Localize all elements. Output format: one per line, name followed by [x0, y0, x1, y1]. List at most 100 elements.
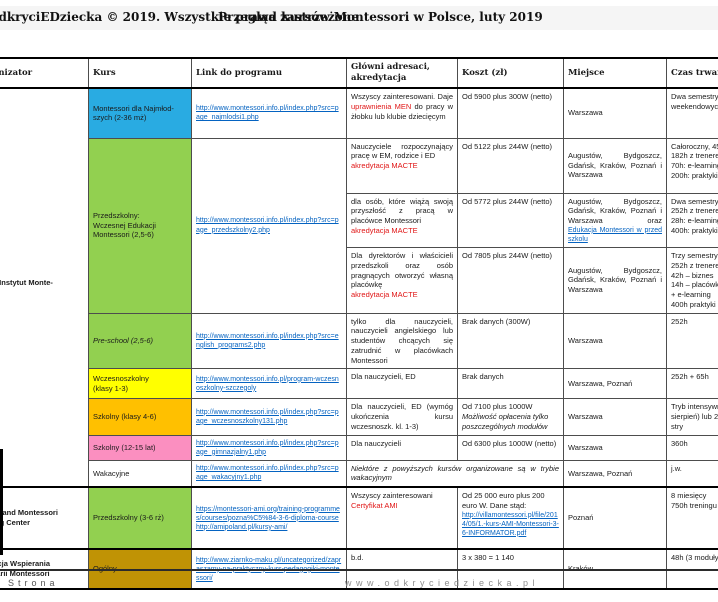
course-przedszkolny: Przedszkolny: Wczesnej Edukacji Montesso…: [88, 137, 192, 314]
table-header-row: Organizator Kurs Link do programu Główni…: [0, 56, 718, 90]
footer-website: www.odkryciedziecka.pl: [345, 578, 540, 588]
szkolny-12-15-link[interactable]: http://www.montessori.info.pl/index.php?…: [196, 439, 339, 456]
col-header-adresaci: Główni adresaci, akredytacja: [346, 56, 458, 90]
location-cell: Warszawa: [563, 312, 667, 370]
cost-cell: Od 5122 plus 244W (netto): [457, 137, 564, 194]
najmlodsi-link[interactable]: http://www.montessori.info.pl/index.php?…: [196, 105, 339, 122]
location-cell: Warszawa: [563, 434, 667, 461]
preschool-link[interactable]: http://www.montessori.info.pl/index.php?…: [196, 332, 339, 349]
audience-cell: Wszyscy zainteresowani Certyfikat AMI: [346, 486, 458, 550]
table-row: Polski Instytut Monte- ssori Montessori …: [0, 87, 718, 488]
duration-cell: 360h: [666, 434, 718, 461]
course-szkolny-12-15: Szkolny (12-15 lat): [88, 434, 192, 461]
location-cell: Augustów, Bydgoszcz, Gdańsk, Kraków, Poz…: [563, 247, 667, 314]
location-cell: Warszawa, Poznań: [563, 368, 667, 400]
men-accreditation-text: uprawnienia MEN: [351, 101, 412, 111]
audience-cell: tylko dla nauczycieli, nauczycieli angie…: [346, 312, 458, 370]
table-row: dla osób, które wiążą swoją przyszłość z…: [0, 192, 718, 249]
wczesnoszkolny-link[interactable]: http://www.montessori.info.pl/program-wc…: [196, 375, 339, 392]
przedszkolny-link[interactable]: http://www.montessori.info.pl/index.php?…: [196, 217, 339, 234]
audience-cell: Wszyscy zainteresowani. Daje uprawnienia…: [346, 87, 458, 139]
header-band: [0, 6, 718, 30]
location-cell: Warszawa, Poznań: [563, 459, 667, 488]
edukacja-montessori-link[interactable]: Edukacja Montessori w przedszkolu: [568, 226, 662, 243]
macte-accreditation-text: akredytacja MACTE: [351, 290, 418, 300]
szkolny-4-6-link[interactable]: http://www.montessori.info.pl/index.php?…: [196, 408, 339, 425]
cost-cell: Od 6300 plus 1000W (netto): [457, 434, 564, 461]
audience-text: dla osób, które wiążą swoją przyszłość z…: [351, 196, 453, 226]
table-row: AMI Poland Montessori Training Center Pr…: [0, 486, 718, 550]
audience-text: Wszyscy zainteresowani. Daje: [351, 92, 453, 102]
villamontessori-pdf-link[interactable]: http://villamontessori.pl/file/2014/05/1…: [462, 511, 559, 537]
table-row: Wczesnoszkolny (klasy 1-3) http://www.mo…: [0, 368, 718, 400]
duration-cell: Dwa semestry weekendowych zjazdów: [666, 87, 718, 139]
link-cell: http://www.montessori.info.pl/program-wc…: [191, 368, 347, 400]
duration-cell: Tryb intensywny (lipiec- sierpień) lub 2…: [666, 398, 718, 436]
audience-cell: Dla nauczycieli, ED: [346, 368, 458, 400]
table-row: Szkolny (12-15 lat) http://www.montessor…: [0, 434, 718, 461]
ami-course-link[interactable]: https://montessori-ami.org/training-prog…: [196, 505, 340, 522]
col-header-czas: Czas trwania: [666, 56, 718, 90]
courses-table: Organizator Kurs Link do programu Główni…: [0, 56, 718, 591]
audience-text: Nauczyciele rozpoczynający pracę w EM, r…: [351, 141, 453, 161]
location-cell: Augustów, Bydgoszcz, Gdańsk, Kraków, Poz…: [563, 137, 667, 194]
ami-certificate-text: Certyfikat AMI: [351, 500, 398, 510]
col-header-organizator: Organizator: [0, 56, 89, 90]
macte-accreditation-text: akredytacja MACTE: [351, 225, 418, 235]
footer-page-label: Strona: [8, 578, 59, 588]
col-header-kurs: Kurs: [88, 56, 192, 90]
cost-text: Od 25 000 euro plus 200 euro W. Dane stą…: [462, 491, 545, 510]
duration-cell: Trzy semestry 252h z trenerem 42h – bizn…: [666, 247, 718, 314]
amipoland-link[interactable]: http://amipoland.pl/kursy-ami/: [196, 523, 288, 531]
duration-cell: 252h + 65h: [666, 368, 718, 400]
duration-cell: Całoroczny, 450h: 182h z trenerem 70h: e…: [666, 137, 718, 194]
audience-text: do pracy w żłobku lub klubie dziecięcym: [351, 101, 453, 121]
cost-cell: Od 7100 plus 1000W Możliwość opłacenia ty…: [457, 398, 564, 436]
col-header-koszt: Koszt (zł): [457, 56, 564, 90]
cost-cell: Brak danych: [457, 368, 564, 400]
col-header-link: Link do programu: [191, 56, 347, 90]
course-przedszkolny-ami: Przedszkolny (3-6 rż): [88, 486, 192, 550]
link-cell: http://www.montessori.info.pl/index.php?…: [191, 312, 347, 370]
audience-cell: Dla dyrektorów i właścicieli przedszkoli…: [346, 247, 458, 314]
document-title: Przegląd kursów Montessori w Polsce, lut…: [218, 10, 543, 24]
location-cell: Warszawa: [563, 87, 667, 139]
macte-accreditation-text: akredytacja MACTE: [351, 161, 418, 171]
footer-rule: [0, 569, 718, 571]
cost-cell: Brak danych (300W): [457, 312, 564, 370]
organizer-polski-instytut: Polski Instytut Monte- ssori: [0, 87, 89, 488]
link-cell: http://www.montessori.info.pl/index.php?…: [191, 87, 347, 139]
audience-text: Dla dyrektorów i właścicieli przedszkoli…: [351, 251, 453, 290]
audience-text: Wszyscy zainteresowani: [351, 491, 433, 501]
table-row: Przedszkolny: Wczesnej Edukacji Montesso…: [0, 137, 718, 314]
cost-cell: Od 25 000 euro plus 200 euro W. Dane stą…: [457, 486, 564, 550]
location-cell: Warszawa: [563, 398, 667, 436]
table-row: Pre-school (2,5-6) http://www.montessori…: [0, 312, 718, 370]
link-cell: http://www.montessori.info.pl/index.php?…: [191, 459, 347, 488]
table-left-border: [0, 449, 3, 555]
location-cell: Poznań: [563, 486, 667, 550]
link-cell: http://www.montessori.info.pl/index.php?…: [191, 434, 347, 461]
cost-cell: Od 7805 plus 244W (netto): [457, 247, 564, 314]
audience-cell: Dla nauczycieli, ED (wymóg ukończenia ku…: [346, 398, 458, 436]
audience-cell: Dla nauczycieli: [346, 434, 458, 461]
table-row: Dla dyrektorów i właścicieli przedszkoli…: [0, 247, 718, 314]
organizer-ami-poland: AMI Poland Montessori Training Center: [0, 486, 89, 550]
course-wakacyjne: Wakacyjne: [88, 459, 192, 488]
holiday-note-cell: Niektóre z powyższych kursów organizowan…: [346, 459, 564, 488]
duration-cell: 8 miesięcy 750h treningu: [666, 486, 718, 550]
table-row: Wakacyjne http://www.montessori.info.pl/…: [0, 459, 718, 488]
location-text: Augustów, Bydgoszcz, Gdańsk, Kraków, Poz…: [568, 196, 662, 226]
cost-cell: Od 5900 plus 300W (netto): [457, 87, 564, 139]
wakacyjne-link[interactable]: http://www.montessori.info.pl/index.php?…: [196, 465, 339, 482]
course-preschool: Pre-school (2,5-6): [88, 312, 192, 370]
cost-cell: Od 5772 plus 244W (netto): [457, 192, 564, 249]
audience-cell: Nauczyciele rozpoczynający pracę w EM, r…: [346, 137, 458, 194]
table-row: Szkolny (klasy 4-6) http://www.montessor…: [0, 398, 718, 436]
course-wczesnoszkolny: Wczesnoszkolny (klasy 1-3): [88, 368, 192, 400]
link-cell: https://montessori-ami.org/training-prog…: [191, 486, 347, 550]
duration-cell: j.w.: [666, 459, 718, 488]
cost-note-text: Możliwość opłacenia tylko poszczególnych…: [462, 412, 549, 431]
col-header-miejsce: Miejsce: [563, 56, 667, 90]
